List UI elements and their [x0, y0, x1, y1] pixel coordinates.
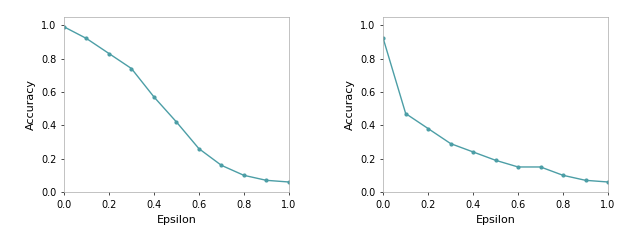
X-axis label: Epsilon: Epsilon	[156, 215, 196, 225]
Y-axis label: Accuracy: Accuracy	[26, 79, 35, 130]
Y-axis label: Accuracy: Accuracy	[344, 79, 355, 130]
X-axis label: Epsilon: Epsilon	[476, 215, 516, 225]
